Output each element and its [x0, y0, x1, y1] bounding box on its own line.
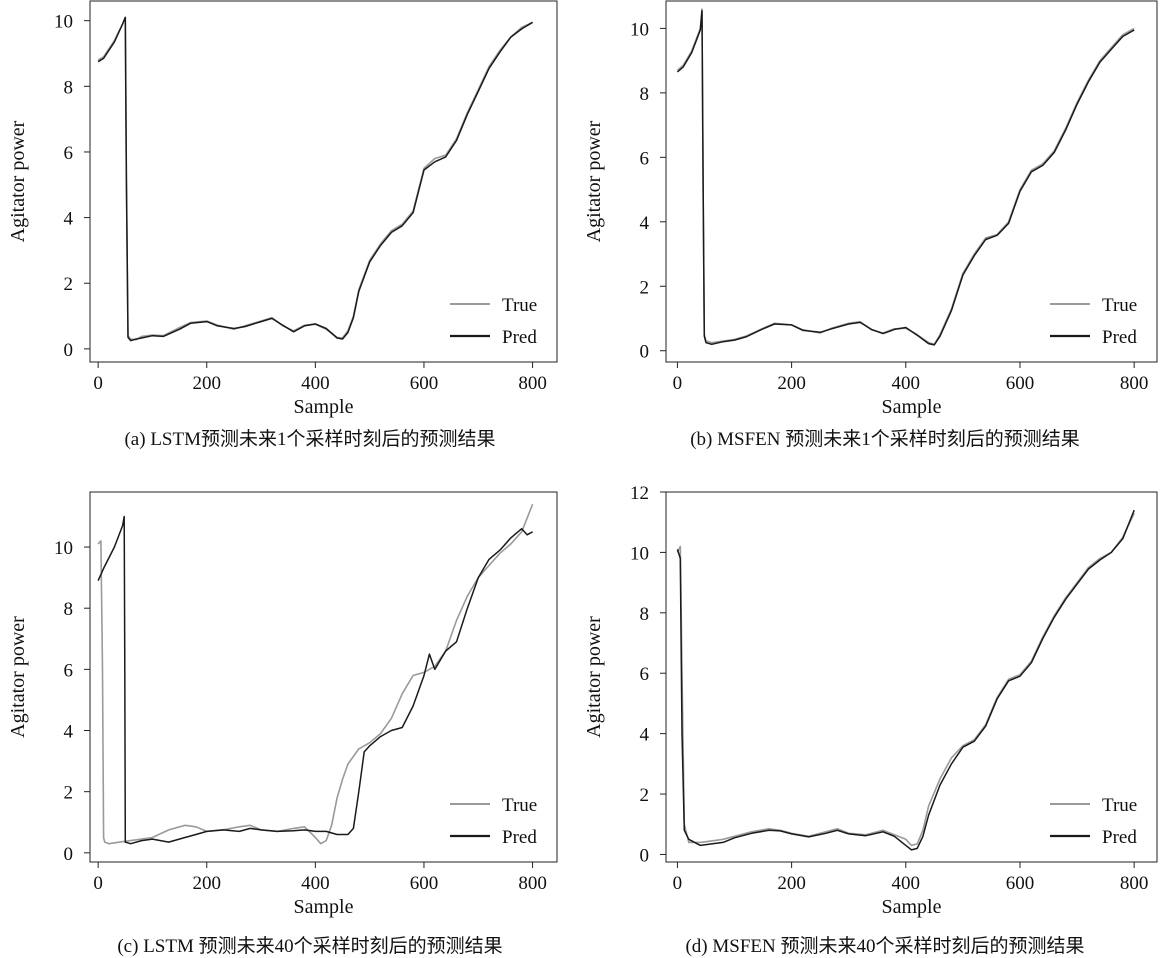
- y-tick-label: 0: [64, 340, 74, 361]
- x-tick-label: 200: [193, 373, 222, 394]
- y-axis-label: Agitator power: [583, 120, 605, 242]
- y-tick-label: 8: [640, 604, 650, 625]
- y-tick-label: 2: [64, 783, 74, 804]
- series-line-true: [676, 8, 1135, 346]
- y-tick-label: 2: [64, 274, 74, 295]
- y-axis-label: Agitator power: [583, 616, 605, 738]
- x-axis-label: Sample: [882, 396, 942, 418]
- y-tick-label: 4: [64, 722, 74, 743]
- panel-c: 0 200 400 600 800 0 2 4 6 8 10 Sample Agitator power…: [0, 488, 580, 957]
- y-tick-label: 10: [54, 538, 73, 559]
- y-tick-label: 8: [640, 84, 650, 105]
- x-tick-label: 800: [518, 873, 547, 894]
- plot-frame: [89, 491, 558, 863]
- y-tick-label: 4: [64, 209, 74, 230]
- x-tick-label: 400: [892, 373, 921, 394]
- y-tick-label: 10: [630, 543, 649, 564]
- y-tick-label: 2: [640, 277, 650, 298]
- y-tick-label: 6: [64, 143, 74, 164]
- y-tick-label: 0: [640, 845, 650, 866]
- chart-b: 0 200 400 600 800 0 2 4 6 8 10 Sample Agitator power…: [583, 0, 1158, 418]
- x-tick-label: 200: [777, 373, 806, 394]
- panel-b: 0 200 400 600 800 0 2 4 6 8 10 Sample Agitator power…: [580, 0, 1160, 470]
- series-line-pred: [676, 9, 1135, 346]
- series-line-pred: [97, 515, 533, 845]
- caption-d: (d) MSFEN 预测未来40个采样时刻后的预测结果: [685, 936, 1085, 957]
- y-tick-label: 0: [640, 342, 650, 363]
- legend-label-pred: Pred: [502, 327, 537, 348]
- chart-d: 0 200 400 600 800 0 2 4 6 8 10 12 Sample Agitator pow…: [583, 483, 1158, 918]
- y-tick-label: 10: [630, 19, 649, 40]
- series-line-true: [97, 16, 533, 341]
- plot-frame: [665, 491, 1158, 863]
- y-tick-label: 2: [640, 785, 650, 806]
- x-tick-label: 800: [1120, 373, 1149, 394]
- x-tick-label: 200: [777, 873, 806, 894]
- series-line-pred: [676, 509, 1135, 851]
- x-axis-label: Sample: [882, 896, 942, 918]
- x-tick-label: 600: [1006, 873, 1035, 894]
- series-line-true: [676, 512, 1135, 847]
- x-tick-label: 200: [193, 873, 222, 894]
- y-tick-label: 8: [64, 77, 74, 98]
- x-axis-label: Sample: [294, 896, 354, 918]
- y-tick-label: 6: [640, 148, 650, 169]
- series-line-true: [97, 503, 534, 845]
- x-axis-label: Sample: [294, 396, 354, 418]
- x-tick-label: 400: [301, 873, 330, 894]
- legend-label-true: True: [502, 295, 537, 316]
- panel-d: 0 200 400 600 800 0 2 4 6 8 10 12 Sample Agitator pow…: [580, 483, 1160, 957]
- legend-label-true: True: [1102, 295, 1137, 316]
- caption-a: (a) LSTM预测未来1个采样时刻后的预测结果: [124, 429, 496, 450]
- y-tick-label: 4: [640, 725, 650, 746]
- x-tick-label: 400: [892, 873, 921, 894]
- y-tick-label: 8: [64, 599, 74, 620]
- y-axis-label: Agitator power: [7, 616, 29, 738]
- x-tick-label: 0: [673, 373, 683, 394]
- x-tick-label: 0: [673, 873, 683, 894]
- y-axis-label: Agitator power: [7, 120, 29, 242]
- chart-a: 0 200 400 600 800 0 2 4 6 8 10 Sample Agitator power…: [7, 0, 558, 418]
- y-tick-label: 0: [64, 844, 74, 865]
- y-tick-label: 4: [640, 213, 650, 234]
- plot-frame: [89, 0, 558, 363]
- series-line-pred: [97, 16, 533, 342]
- x-tick-label: 600: [410, 873, 439, 894]
- legend-label-true: True: [502, 795, 537, 816]
- caption-c: (c) LSTM 预测未来40个采样时刻后的预测结果: [117, 936, 503, 957]
- x-tick-label: 400: [301, 373, 330, 394]
- panel-a: 0 200 400 600 800 0 2 4 6 8 10 Sample Agitator power…: [0, 0, 580, 470]
- y-tick-label: 12: [630, 483, 649, 504]
- x-tick-label: 600: [1006, 373, 1035, 394]
- chart-c: 0 200 400 600 800 0 2 4 6 8 10 Sample Agitator power…: [7, 491, 558, 918]
- legend-label-pred: Pred: [502, 827, 537, 848]
- plot-frame: [665, 0, 1158, 363]
- x-tick-label: 600: [410, 373, 439, 394]
- legend-label-pred: Pred: [1102, 327, 1137, 348]
- legend-label-pred: Pred: [1102, 827, 1137, 848]
- y-tick-label: 6: [64, 660, 74, 681]
- x-tick-label: 0: [93, 873, 103, 894]
- x-tick-label: 800: [518, 373, 547, 394]
- y-tick-label: 10: [54, 12, 73, 33]
- y-tick-label: 6: [640, 664, 650, 685]
- x-tick-label: 800: [1120, 873, 1149, 894]
- legend-label-true: True: [1102, 795, 1137, 816]
- caption-b: (b) MSFEN 预测未来1个采样时刻后的预测结果: [690, 429, 1080, 450]
- x-tick-label: 0: [93, 373, 103, 394]
